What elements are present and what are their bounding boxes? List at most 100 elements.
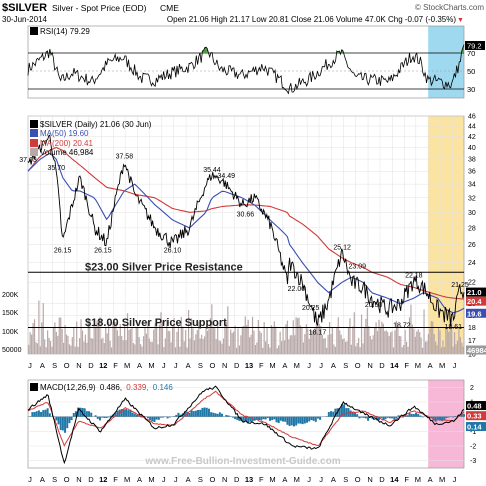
x-month-label: D bbox=[379, 361, 385, 370]
chart-date: 30-Jun-2014 bbox=[2, 15, 47, 24]
volume-bar bbox=[36, 343, 39, 354]
volume-bar bbox=[333, 344, 335, 354]
macd-hist-bar bbox=[42, 410, 45, 417]
volume-bar bbox=[327, 334, 329, 354]
volume-bar bbox=[112, 322, 114, 354]
volume-bar bbox=[164, 338, 166, 354]
volume-bar bbox=[462, 346, 464, 354]
x-month-label: A bbox=[186, 475, 191, 484]
volume-bar bbox=[288, 339, 290, 354]
volume-bar bbox=[317, 318, 319, 354]
x-month-label: J bbox=[28, 361, 32, 370]
volume-bar bbox=[212, 327, 214, 354]
macd-hist-bar bbox=[360, 416, 363, 418]
volume-bar bbox=[286, 320, 289, 354]
volume-bar bbox=[125, 340, 127, 354]
volume-bar bbox=[51, 346, 53, 354]
rsi-highlight-band bbox=[428, 26, 464, 98]
volume-bar bbox=[47, 330, 49, 354]
x-month-label: M bbox=[124, 361, 130, 370]
macd-hist-bar bbox=[179, 414, 182, 417]
macd-hist-bar bbox=[188, 412, 191, 417]
ma200-legend: MA(200) 20.41 bbox=[40, 139, 93, 148]
x-month-label: M bbox=[269, 475, 275, 484]
macd-hist-bar bbox=[253, 416, 256, 421]
volume-bar bbox=[65, 334, 68, 354]
volume-bar bbox=[285, 324, 287, 354]
volume-bar bbox=[407, 346, 409, 354]
macd-hist-bar bbox=[231, 416, 234, 418]
macd-hist-bar bbox=[417, 413, 420, 417]
macd-hist-bar bbox=[199, 409, 202, 417]
macd-hist-bar bbox=[447, 416, 450, 418]
macd-hist-bar bbox=[441, 416, 444, 422]
macd-hist-bar bbox=[255, 416, 258, 420]
volume-bar bbox=[151, 341, 153, 354]
volume-bar bbox=[392, 347, 395, 354]
volume-bar bbox=[299, 325, 302, 354]
volume-bar bbox=[378, 319, 380, 354]
macd-title: MACD(12,26,9) 0.486, 0.339, 0.146 bbox=[40, 383, 173, 392]
x-month-label: M bbox=[439, 361, 445, 370]
volume-bar bbox=[35, 342, 37, 354]
price-line bbox=[27, 134, 465, 327]
volume-bar bbox=[122, 340, 124, 354]
macd-hist-bar bbox=[367, 416, 370, 421]
volume-bar bbox=[369, 335, 371, 354]
macd-hist-bar bbox=[286, 416, 289, 425]
macd-hist-bar bbox=[308, 416, 311, 422]
volume-bar bbox=[359, 347, 361, 354]
volume-bar bbox=[347, 327, 350, 354]
macd-hist-bar bbox=[310, 416, 313, 420]
macd-hist-bar bbox=[343, 404, 346, 417]
volume-legend-swatch bbox=[30, 148, 38, 156]
volume-bar bbox=[292, 320, 294, 354]
macd-tick-label: -1 bbox=[470, 429, 476, 436]
volume-bar bbox=[144, 327, 146, 354]
volume-bar bbox=[372, 335, 374, 354]
price-annotation: 21.25 bbox=[451, 282, 469, 289]
volume-bar bbox=[404, 329, 406, 354]
volume-bar bbox=[86, 342, 88, 354]
ma200-legend-swatch bbox=[30, 139, 38, 147]
macd-hist-bar bbox=[227, 415, 230, 417]
volume-bar bbox=[221, 343, 223, 354]
x-month-label: F bbox=[113, 361, 118, 370]
macd-hist-bar bbox=[242, 416, 245, 423]
volume-bar bbox=[426, 341, 428, 354]
volume-bar bbox=[382, 323, 384, 354]
volume-bar bbox=[304, 334, 306, 354]
x-month-label: J bbox=[453, 475, 457, 484]
macd-last-tag bbox=[466, 422, 486, 432]
ohlc-readout: Open 21.06 High 21.17 Low 20.81 Close 21… bbox=[167, 15, 456, 24]
x-month-label: O bbox=[355, 361, 361, 370]
volume-bar bbox=[174, 347, 177, 354]
macd-hist-bar bbox=[59, 416, 62, 431]
volume-bar bbox=[67, 335, 69, 354]
macd-hist-bar bbox=[162, 416, 165, 418]
macd-hist-bar bbox=[88, 411, 91, 417]
volume-bar bbox=[362, 343, 364, 354]
macd-hist-bar bbox=[225, 414, 228, 417]
volume-bar bbox=[206, 330, 209, 354]
macd-hist-bar bbox=[175, 414, 178, 417]
volume-bar bbox=[105, 327, 107, 354]
volume-bar bbox=[244, 316, 246, 354]
volume-bar bbox=[166, 319, 168, 354]
macd-hist-bar bbox=[391, 416, 394, 419]
volume-tick-label: 50000 bbox=[2, 347, 22, 354]
macd-hist-bar bbox=[64, 416, 67, 433]
volume-bar bbox=[262, 347, 264, 354]
macd-hist-bar bbox=[340, 404, 343, 417]
x-month-label: A bbox=[137, 475, 142, 484]
macd-hist-bar bbox=[201, 407, 204, 417]
price-last-tag bbox=[466, 296, 486, 306]
macd-hist-bar bbox=[77, 407, 80, 417]
volume-bar bbox=[170, 342, 172, 354]
price-tick-label: 16 bbox=[468, 352, 476, 359]
volume-bar bbox=[269, 347, 271, 354]
x-month-label: N bbox=[367, 361, 372, 370]
volume-bar bbox=[387, 331, 389, 354]
volume-bar bbox=[97, 322, 100, 354]
macd-hist-bar bbox=[316, 416, 319, 419]
